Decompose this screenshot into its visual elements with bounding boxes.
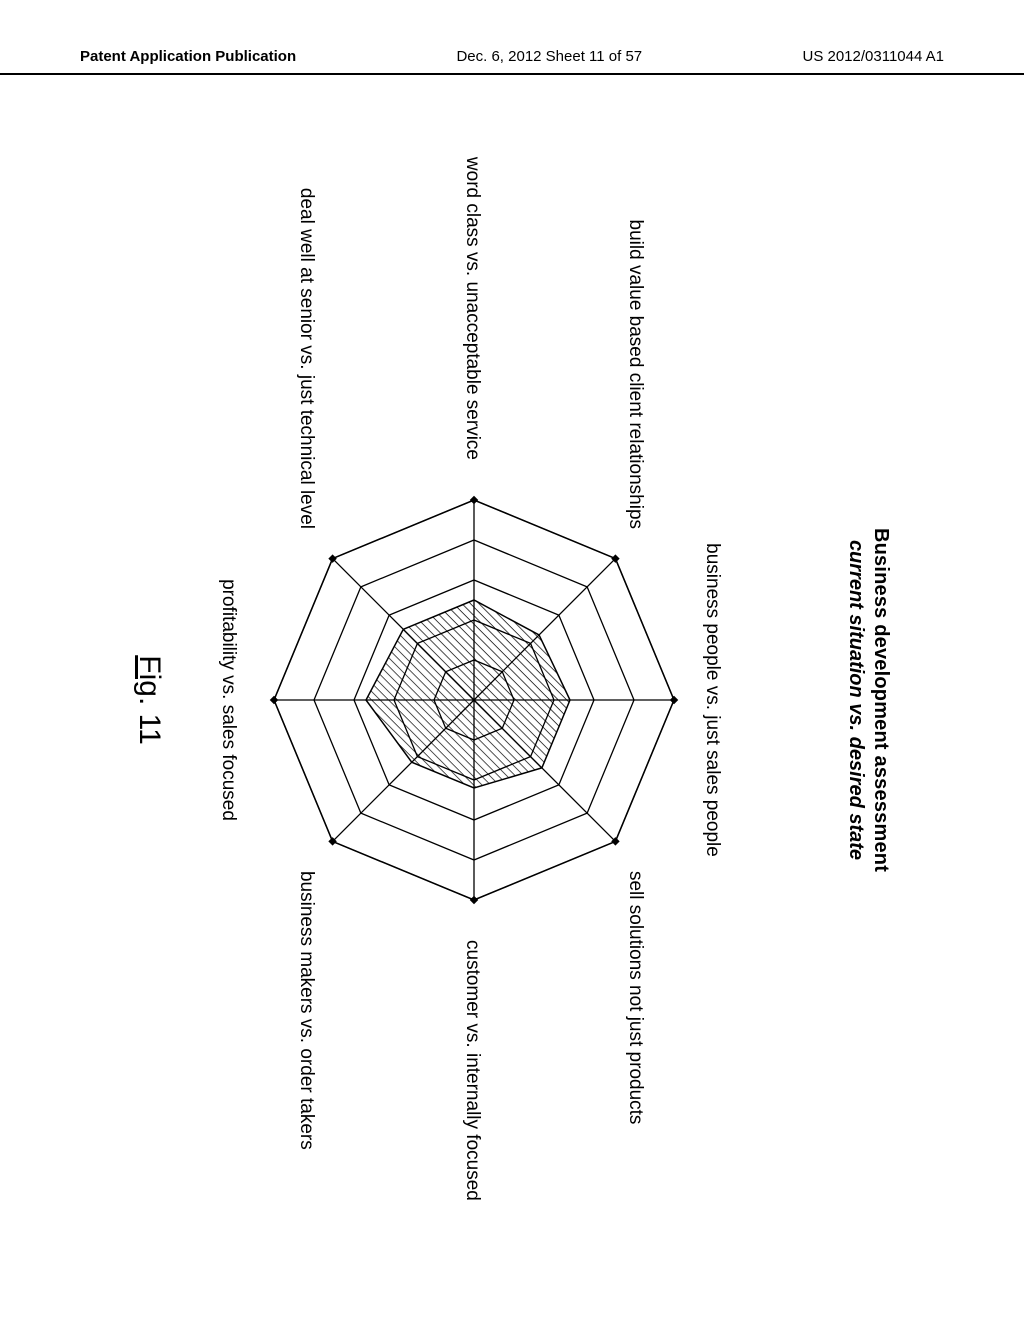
radar-svg	[154, 380, 794, 1020]
chart-title: Business development assessment	[869, 250, 892, 1150]
chart-titles: Business development assessment current …	[844, 250, 892, 1150]
radar-vertex-marker	[270, 696, 278, 704]
chart-subtitle: current situation vs. desired state	[844, 250, 867, 1150]
figure-label-prefix: Fig	[133, 655, 166, 697]
axis-label: word class vs. unacceptable service	[462, 157, 484, 460]
radar-vertex-marker	[670, 696, 678, 704]
header-publication: Patent Application Publication	[80, 48, 296, 65]
page-header: Patent Application Publication Dec. 6, 2…	[0, 48, 1024, 75]
axis-label: customer vs. internally focused	[462, 940, 484, 1201]
radar-vertex-marker	[470, 896, 478, 904]
header-date-sheet: Dec. 6, 2012 Sheet 11 of 57	[456, 48, 642, 65]
axis-label: sell solutions not just products	[624, 871, 646, 1124]
figure-caption: Fig. 11	[132, 250, 166, 1150]
radar-series-current-situation	[366, 600, 570, 788]
axis-label: profitability vs. sales focused	[218, 579, 240, 821]
axis-label: deal well at senior vs. just technical l…	[295, 188, 317, 529]
radar-chart: business people vs. just sales peoplesel…	[154, 380, 794, 1020]
axis-label: business people vs. just sales people	[702, 543, 724, 857]
figure-stage: Business development assessment current …	[132, 250, 892, 1150]
axis-label: build value based client relationships	[624, 220, 646, 529]
axis-label: business makers vs. order takers	[295, 871, 317, 1150]
header-pub-number: US 2012/0311044 A1	[802, 48, 944, 65]
radar-vertex-marker	[470, 496, 478, 504]
figure-label-number: . 11	[133, 697, 166, 745]
